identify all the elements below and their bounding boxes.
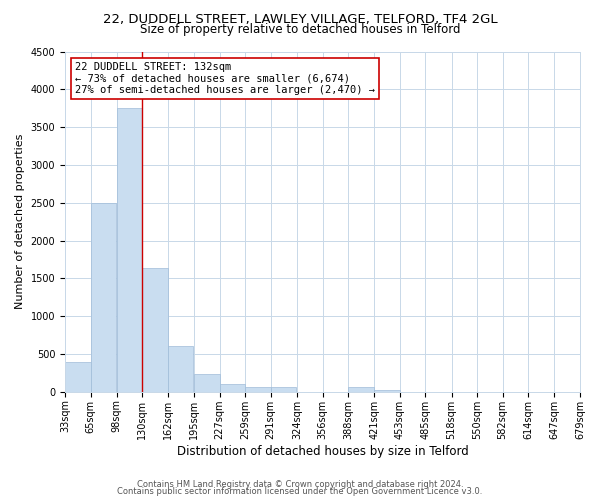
Bar (220, 384, 245, 392)
Y-axis label: Number of detached properties: Number of detached properties (15, 134, 25, 310)
X-axis label: Distribution of detached houses by size in Telford: Distribution of detached houses by size … (176, 444, 469, 458)
Bar (245, 388, 271, 392)
Bar (374, 390, 400, 392)
Bar (271, 388, 296, 392)
Bar (91, 202, 116, 392)
Text: Contains HM Land Registry data © Crown copyright and database right 2024.: Contains HM Land Registry data © Crown c… (137, 480, 463, 489)
Text: 22 DUDDELL STREET: 132sqm
← 73% of detached houses are smaller (6,674)
27% of se: 22 DUDDELL STREET: 132sqm ← 73% of detac… (76, 62, 376, 95)
Bar (168, 346, 193, 392)
Text: 22, DUDDELL STREET, LAWLEY VILLAGE, TELFORD, TF4 2GL: 22, DUDDELL STREET, LAWLEY VILLAGE, TELF… (103, 12, 497, 26)
Bar (194, 374, 220, 392)
Bar (142, 268, 168, 392)
Bar (348, 388, 374, 392)
Text: Contains public sector information licensed under the Open Government Licence v3: Contains public sector information licen… (118, 487, 482, 496)
Bar (117, 108, 142, 392)
Bar (65, 362, 91, 392)
Text: Size of property relative to detached houses in Telford: Size of property relative to detached ho… (140, 24, 460, 36)
